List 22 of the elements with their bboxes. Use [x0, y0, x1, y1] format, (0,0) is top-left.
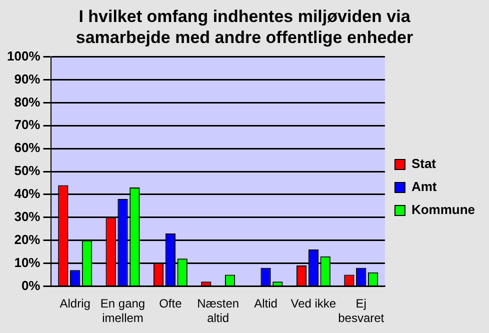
y-tick-label: 10%: [14, 254, 41, 270]
legend-label: Amt: [411, 179, 438, 194]
x-tick-label: Altid: [254, 296, 278, 311]
y-tick-label: 60%: [14, 140, 41, 156]
y-tick-label: 0%: [21, 278, 41, 293]
x-tick-label: Ved ikke: [290, 296, 336, 311]
y-tick-label: 100%: [7, 48, 41, 64]
legend-label: Stat: [411, 156, 437, 172]
x-tick-label: Ej besvaret: [338, 296, 385, 326]
x-tick-label: En gang imellem: [100, 296, 146, 326]
y-tick-label: 50%: [14, 163, 41, 178]
legend-label: Kommune: [411, 202, 476, 218]
y-tick-label: 70%: [14, 117, 41, 132]
y-tick-label: 40%: [14, 186, 41, 202]
x-tick-label: Næsten altid: [197, 296, 240, 326]
y-tick-label: 80%: [14, 94, 41, 110]
x-tick-label: Ofte: [159, 296, 182, 311]
y-tick-label: 90%: [14, 71, 41, 86]
chart-title: I hvilket omfang indhentes miljøviden via samarbejde med andre offentlige enheder: [74, 6, 414, 47]
y-tick-label: 30%: [14, 208, 41, 224]
y-tick-label: 20%: [14, 232, 41, 247]
x-tick-label: Aldrig: [60, 296, 90, 311]
